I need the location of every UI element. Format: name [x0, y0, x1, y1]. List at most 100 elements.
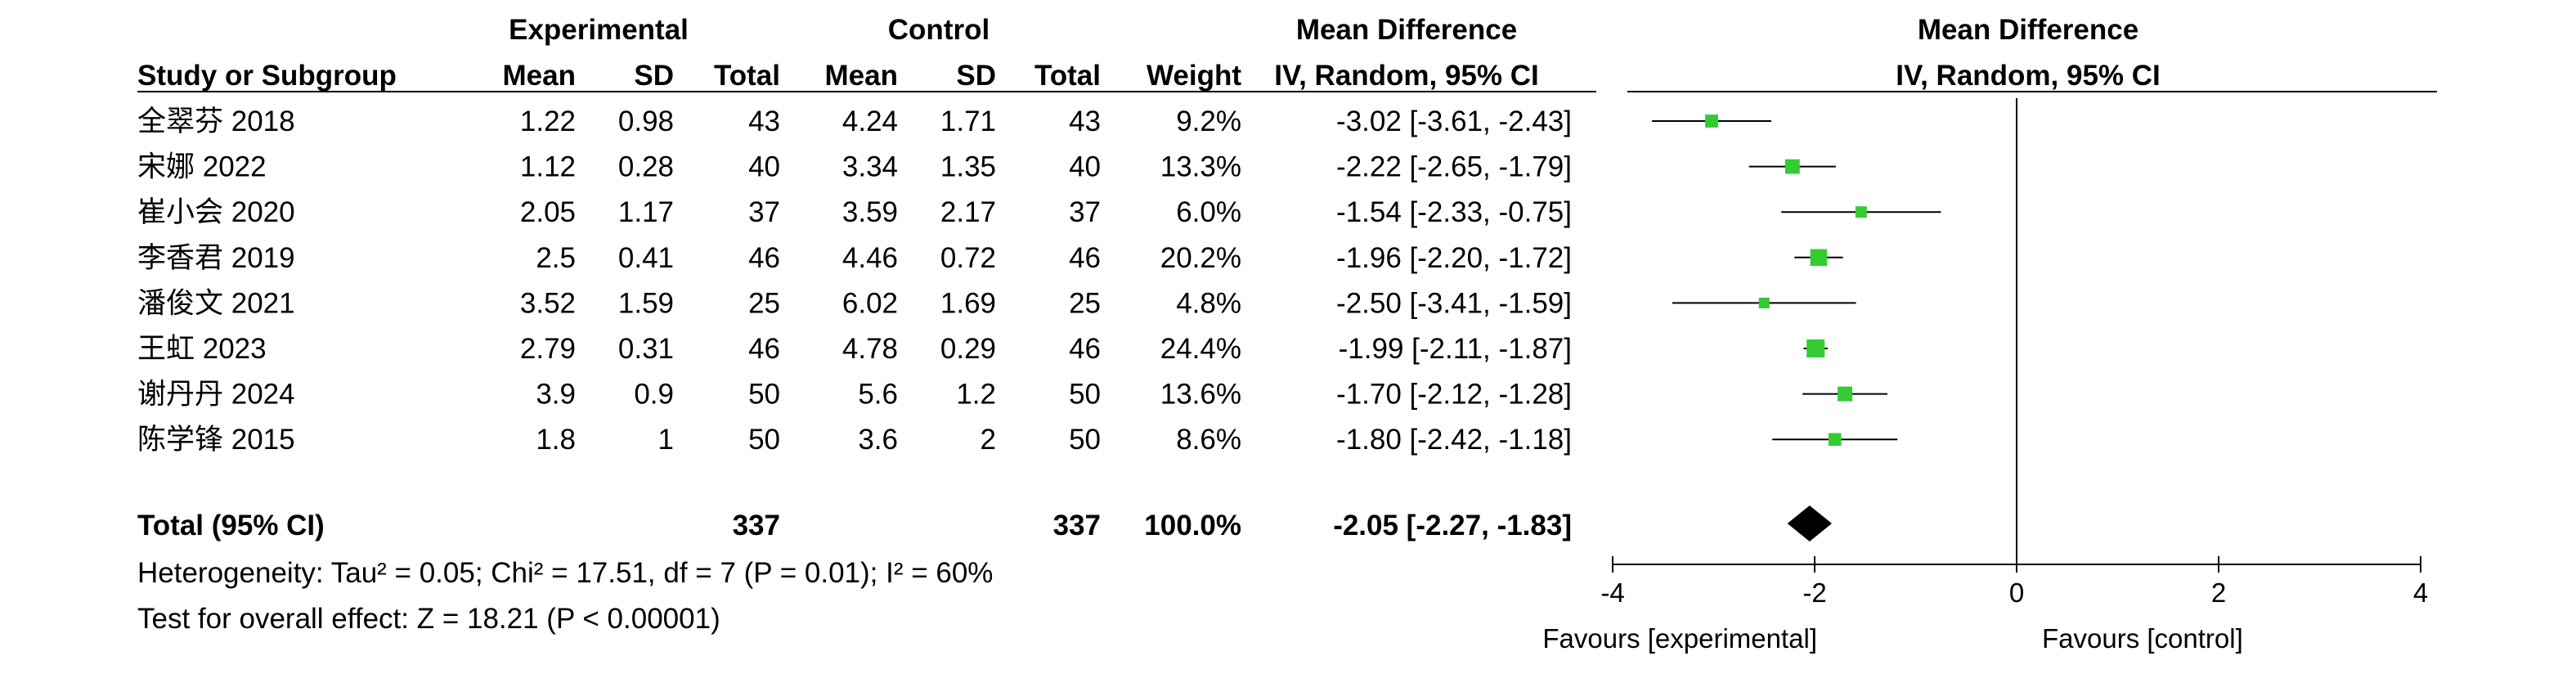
sd-ctrl: 1.2: [956, 379, 996, 411]
header-experimental: Experimental: [509, 14, 689, 46]
header-total-ctrl: Total: [1034, 60, 1101, 92]
mean-exp: 3.9: [536, 379, 576, 411]
favours-control-label: Favours [control]: [2042, 623, 2243, 654]
mean-exp: 1.22: [520, 106, 576, 137]
effect-square: [1838, 386, 1853, 402]
header-study: Study or Subgroup: [137, 60, 397, 92]
effect-square: [1855, 206, 1867, 218]
weight: 13.6%: [1160, 379, 1241, 411]
table-row: 谢丹丹 2024 3.9 0.9 50 5.6 1.2 50 13.6% -1.70 [-2.1…: [137, 379, 1572, 411]
study-name: 王虹 2023: [137, 333, 267, 365]
total-ctrl: 50: [1069, 379, 1101, 411]
header-sd-ctrl: SD: [956, 60, 996, 92]
total-ctrl: 46: [1069, 333, 1101, 365]
sd-exp: 1.59: [618, 287, 674, 319]
total-ci: -2.05 [-2.27, -1.83]: [1333, 510, 1572, 541]
header-mean-difference-table: Mean Difference: [1296, 14, 1517, 46]
mean-exp: 3.52: [520, 287, 576, 319]
mean-ctrl: 4.24: [842, 106, 898, 137]
total-exp: 40: [748, 151, 780, 183]
total-weight: 100.0%: [1144, 510, 1241, 541]
study-name: 谢丹丹 2024: [137, 379, 295, 411]
study-name: 李香君 2019: [137, 242, 295, 274]
study-name: 崔小会 2020: [137, 196, 295, 228]
effect-square: [1810, 249, 1828, 267]
weight: 8.6%: [1176, 424, 1241, 456]
x-tick-label: -2: [1802, 577, 1826, 608]
effect-square: [1806, 339, 1825, 357]
header-mean-exp: Mean: [503, 60, 576, 92]
table-row: 崔小会 2020 2.05 1.17 37 3.59 2.17 37 6.0% -1.54 [-…: [137, 196, 1572, 228]
study-name: 宋娜 2022: [137, 151, 267, 183]
effect-square: [1758, 297, 1770, 308]
mean-ctrl: 6.02: [842, 287, 898, 319]
effect-square: [1828, 433, 1842, 446]
ci: -3.02 [-3.61, -2.43]: [1336, 106, 1572, 137]
header-method-plot: IV, Random, 95% CI: [1896, 60, 2161, 92]
pooled-diamond: [1787, 506, 1832, 541]
sd-exp: 0.9: [634, 379, 674, 411]
mean-ctrl: 3.6: [858, 424, 898, 456]
header-method-table: IV, Random, 95% CI: [1274, 60, 1539, 92]
table-row: 王虹 2023 2.79 0.31 46 4.78 0.29 46 24.4% -1.99 [-…: [137, 333, 1572, 365]
table-row: 全翠芬 2018 1.22 0.98 43 4.24 1.71 43 9.2% -3.02 [-…: [137, 106, 1572, 137]
total-exp: 50: [748, 424, 780, 456]
x-tick-label: 4: [2413, 577, 2428, 608]
sd-exp: 0.98: [618, 106, 674, 137]
header-sd-exp: SD: [634, 60, 674, 92]
study-rows: 全翠芬 2018 1.22 0.98 43 4.24 1.71 43 9.2% -3.02 [-…: [137, 106, 1572, 456]
sd-ctrl: 0.72: [940, 242, 996, 274]
table-row: 宋娜 2022 1.12 0.28 40 3.34 1.35 40 13.3% -2.22 [-…: [137, 151, 1572, 183]
sd-exp: 1: [658, 424, 674, 456]
mean-exp: 2.5: [536, 242, 576, 274]
total-n-ctrl: 337: [1053, 510, 1101, 541]
sd-exp: 0.31: [618, 333, 674, 365]
weight: 6.0%: [1176, 196, 1241, 228]
heterogeneity-text: Heterogeneity: Tau² = 0.05; Chi² = 17.51…: [137, 557, 993, 589]
total-exp: 43: [748, 106, 780, 137]
ci: -2.50 [-3.41, -1.59]: [1336, 287, 1572, 319]
sd-ctrl: 2.17: [940, 196, 996, 228]
total-ctrl: 40: [1069, 151, 1101, 183]
header-mean-ctrl: Mean: [825, 60, 898, 92]
mean-exp: 2.79: [520, 333, 576, 365]
study-name: 全翠芬 2018: [137, 106, 295, 137]
sd-exp: 0.41: [618, 242, 674, 274]
x-tick-label: 2: [2211, 577, 2226, 608]
ci: -1.99 [-2.11, -1.87]: [1339, 333, 1572, 365]
sd-exp: 1.17: [618, 196, 674, 228]
mean-exp: 1.8: [536, 424, 576, 456]
mean-ctrl: 4.46: [842, 242, 898, 274]
total-exp: 46: [748, 333, 780, 365]
weight: 24.4%: [1160, 333, 1241, 365]
mean-ctrl: 4.78: [842, 333, 898, 365]
forest-plot-area: -4 -2 0 2 4: [1600, 98, 2428, 608]
weight: 9.2%: [1176, 106, 1241, 137]
total-label: Total (95% CI): [137, 510, 325, 541]
study-name: 潘俊文 2021: [137, 287, 295, 319]
header-total-exp: Total: [714, 60, 780, 92]
table-row: 李香君 2019 2.5 0.41 46 4.46 0.72 46 20.2% -1.96 [-…: [137, 242, 1572, 274]
header-weight: Weight: [1147, 60, 1241, 92]
total-exp: 25: [748, 287, 780, 319]
weight: 13.3%: [1160, 151, 1241, 183]
sd-ctrl: 1.35: [940, 151, 996, 183]
sd-ctrl: 1.71: [940, 106, 996, 137]
ci: -1.54 [-2.33, -0.75]: [1336, 196, 1572, 228]
total-exp: 50: [748, 379, 780, 411]
ci: -1.70 [-2.12, -1.28]: [1336, 379, 1572, 411]
sd-ctrl: 2: [981, 424, 996, 456]
ci: -2.22 [-2.65, -1.79]: [1336, 151, 1572, 183]
effect-square: [1784, 159, 1800, 174]
mean-exp: 1.12: [520, 151, 576, 183]
total-n-exp: 337: [733, 510, 780, 541]
x-tick-label: -4: [1600, 577, 1624, 608]
table-row: 潘俊文 2021 3.52 1.59 25 6.02 1.69 25 4.8% -2.50 [-…: [137, 287, 1572, 319]
sd-ctrl: 1.69: [940, 287, 996, 319]
mean-exp: 2.05: [520, 196, 576, 228]
header-control: Control: [888, 14, 990, 46]
mean-ctrl: 5.6: [858, 379, 898, 411]
x-tick-label: 0: [2009, 577, 2024, 608]
